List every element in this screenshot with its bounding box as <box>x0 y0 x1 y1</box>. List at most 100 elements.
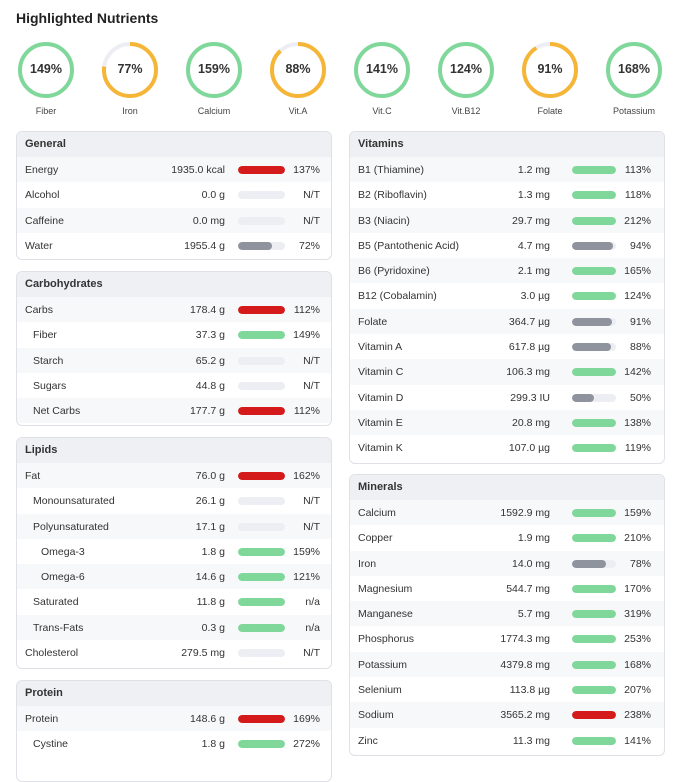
nutrient-row[interactable]: Potassium 4379.8 mg 168% <box>350 651 664 678</box>
nutrient-percent: n/a <box>305 596 320 609</box>
nutrient-ring[interactable]: 91% Folate <box>515 40 585 116</box>
nutrient-ring[interactable]: 149% Fiber <box>11 40 81 116</box>
nutrient-row[interactable]: B3 (Niacin) 29.7 mg 212% <box>350 207 664 233</box>
nutrient-row[interactable]: Polyunsaturated 17.1 g N/T <box>17 513 331 539</box>
nutrient-ring[interactable]: 159% Calcium <box>179 40 249 116</box>
nutrient-name: Phosphorus <box>358 633 415 646</box>
nutrient-row[interactable]: B5 (Pantothenic Acid) 4.7 mg 94% <box>350 233 664 258</box>
nutrient-row[interactable]: Iron 14.0 mg 78% <box>350 550 664 576</box>
progress-fill <box>572 610 616 619</box>
nutrient-row[interactable]: Trans-Fats 0.3 g n/a <box>17 614 331 641</box>
nutrient-amount: 113.8 µg <box>509 684 550 697</box>
nutrient-row[interactable]: B1 (Thiamine) 1.2 mg 113% <box>350 157 664 183</box>
nutrient-row[interactable]: Protein 148.6 g 169% <box>17 706 331 732</box>
nutrient-percent: 91% <box>629 315 651 328</box>
progress-bar <box>238 331 285 340</box>
nutrient-amount: 299.3 IU <box>510 391 550 404</box>
nutrient-row[interactable]: Phosphorus 1774.3 mg 253% <box>350 626 664 651</box>
nutrient-row[interactable]: Manganese 5.7 mg 319% <box>350 601 664 627</box>
nutrient-ring[interactable]: 77% Iron <box>95 40 165 116</box>
nutrient-row[interactable]: Water 1955.4 g 72% <box>17 233 331 258</box>
progress-bar <box>572 635 616 644</box>
nutrient-row[interactable]: Selenium 113.8 µg 207% <box>350 677 664 702</box>
nutrient-row[interactable]: Monounsaturated 26.1 g N/T <box>17 488 331 513</box>
nutrient-row[interactable]: Vitamin E 20.8 mg 138% <box>350 409 664 436</box>
nutrient-row[interactable]: Zinc 11.3 mg 141% <box>350 728 664 753</box>
progress-bar <box>238 715 285 723</box>
nutrient-percent: 159% <box>293 545 320 558</box>
nutrient-amount: 17.1 g <box>195 520 225 533</box>
nutrient-row[interactable]: Starch 65.2 g N/T <box>17 347 331 373</box>
nutrient-row[interactable]: Vitamin A 617.8 µg 88% <box>350 334 664 359</box>
nutrient-ring[interactable]: 88% Vit.A <box>263 40 333 116</box>
nutrient-row[interactable]: Saturated 11.8 g n/a <box>17 589 331 614</box>
progress-ring-icon <box>522 42 578 98</box>
nutrient-row[interactable]: Sodium 3565.2 mg 238% <box>350 702 664 728</box>
nutrient-row[interactable]: Cholesterol 279.5 mg N/T <box>17 640 331 665</box>
progress-fill <box>572 534 616 543</box>
nutrient-ring[interactable]: 168% Potassium <box>599 40 669 116</box>
progress-fill <box>572 191 616 200</box>
nutrient-row[interactable]: Energy 1935.0 kcal 137% <box>17 157 331 183</box>
nutrient-amount: 0.0 mg <box>192 214 225 227</box>
nutrient-amount: 178.4 g <box>189 304 225 316</box>
progress-fill <box>572 509 616 517</box>
nutrient-row[interactable]: Fiber 37.3 g 149% <box>17 322 331 347</box>
protein-card: Protein Protein 148.6 g 169% Cystine 1.8 g 27… <box>16 680 332 782</box>
nutrient-row[interactable]: Folate 364.7 µg 91% <box>350 308 664 335</box>
nutrient-name: Iron <box>358 557 377 570</box>
nutrient-percent: n/a <box>305 621 320 634</box>
nutrient-row[interactable]: Magnesium 544.7 mg 170% <box>350 576 664 601</box>
nutrient-row[interactable]: Copper 1.9 mg 210% <box>350 525 664 550</box>
nutrient-row[interactable]: Fat 76.0 g 162% <box>17 463 331 489</box>
nutrient-row[interactable]: B12 (Cobalamin) 3.0 µg 124% <box>350 283 664 308</box>
progress-fill <box>572 584 616 593</box>
nutrient-percent: 113% <box>624 164 651 176</box>
nutrient-percent: N/T <box>303 214 320 227</box>
progress-ring-icon <box>102 42 158 98</box>
nutrient-row[interactable]: Vitamin K 107.0 µg 119% <box>350 435 664 460</box>
nutrient-name: Omega-6 <box>41 571 85 584</box>
nutrient-row[interactable]: B2 (Riboflavin) 1.3 mg 118% <box>350 182 664 207</box>
progress-bar <box>572 241 616 250</box>
progress-fill <box>572 711 616 720</box>
nutrient-row[interactable]: Omega-6 14.6 g 121% <box>17 564 331 590</box>
ring-label: Potassium <box>612 106 656 116</box>
nutrient-row[interactable]: Omega-3 1.8 g 159% <box>17 539 331 564</box>
nutrient-percent: 138% <box>624 416 651 429</box>
card-title: Minerals <box>350 475 664 500</box>
nutrient-row[interactable]: B6 (Pyridoxine) 2.1 mg 165% <box>350 258 664 284</box>
nutrient-amount: 20.8 mg <box>512 416 550 429</box>
nutrient-percent: 72% <box>298 239 320 252</box>
nutrient-ring[interactable]: 124% Vit.B12 <box>431 40 501 116</box>
nutrient-row[interactable]: Cystine 1.8 g 272% <box>17 731 331 756</box>
nutrient-amount: 1.8 g <box>201 738 225 751</box>
nutrient-row[interactable]: Vitamin C 106.3 mg 142% <box>350 359 664 385</box>
nutrient-amount: 1.2 mg <box>517 164 550 176</box>
nutrient-percent: 162% <box>293 470 320 482</box>
nutrient-row[interactable]: Alcohol 0.0 g N/T <box>17 182 331 207</box>
nutrient-name: Potassium <box>358 658 408 671</box>
nutrient-row[interactable]: Net Carbs 177.7 g 112% <box>17 398 331 424</box>
ring-value: 77% <box>117 62 143 76</box>
nutrient-percent: 207% <box>624 684 651 697</box>
progress-bar <box>238 623 285 632</box>
nutrient-row[interactable]: Carbs 178.4 g 112% <box>17 297 331 323</box>
nutrient-ring[interactable]: 141% Vit.C <box>347 40 417 116</box>
nutrient-percent: N/T <box>303 520 320 533</box>
nutrient-name: B6 (Pyridoxine) <box>358 265 430 278</box>
progress-bar <box>238 407 285 416</box>
nutrient-name: Magnesium <box>358 582 413 595</box>
nutrient-percent: 119% <box>624 442 651 455</box>
progress-fill <box>572 393 594 402</box>
nutrient-percent: 212% <box>624 214 651 227</box>
progress-bar <box>572 267 616 276</box>
progress-fill <box>238 331 285 340</box>
nutrient-row[interactable]: Calcium 1592.9 mg 159% <box>350 500 664 526</box>
progress-bar <box>238 497 285 506</box>
ring-label: Iron <box>122 106 138 116</box>
nutrient-row[interactable]: Caffeine 0.0 mg N/T <box>17 207 331 233</box>
nutrient-row[interactable]: Sugars 44.8 g N/T <box>17 373 331 398</box>
progress-fill <box>238 241 272 250</box>
nutrient-row[interactable]: Vitamin D 299.3 IU 50% <box>350 385 664 410</box>
